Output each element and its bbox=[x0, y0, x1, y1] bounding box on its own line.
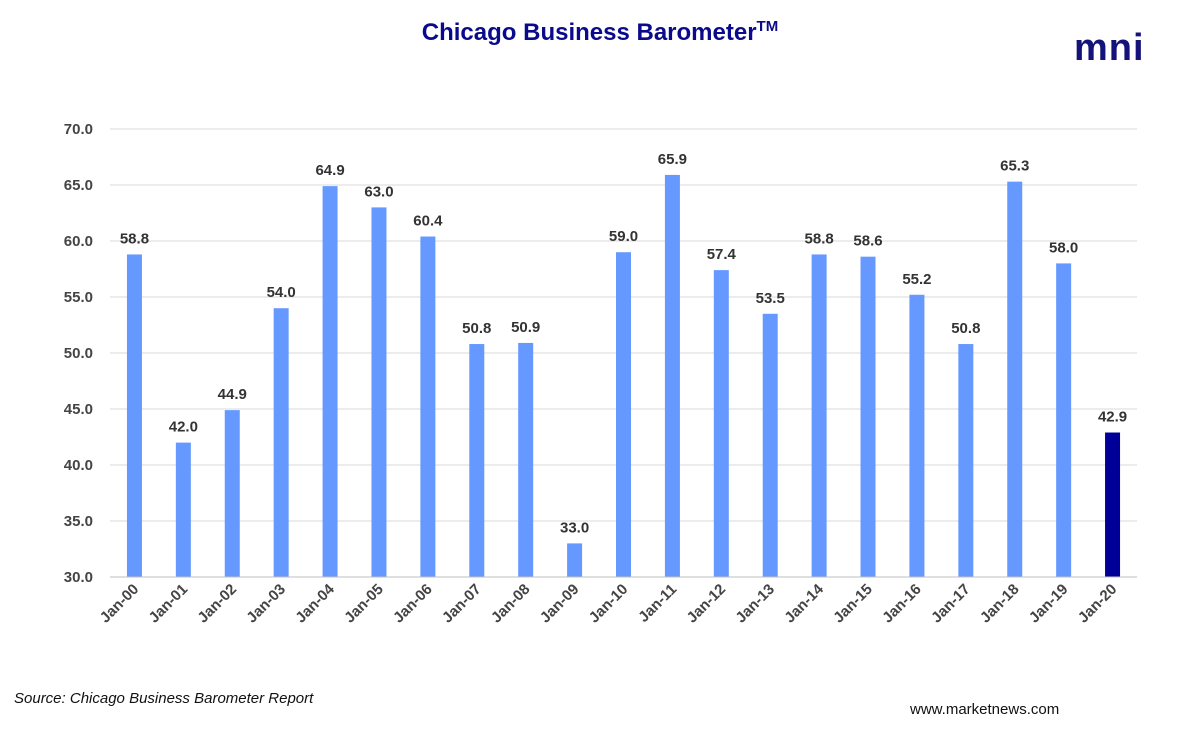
data-label: 57.4 bbox=[707, 246, 737, 263]
data-label: 44.9 bbox=[218, 386, 247, 403]
bar bbox=[420, 236, 436, 577]
bar bbox=[371, 207, 387, 577]
y-tick-label: 45.0 bbox=[64, 401, 93, 418]
bars bbox=[126, 174, 1121, 578]
bar bbox=[126, 254, 142, 577]
x-tick-label: Jan-02 bbox=[194, 581, 240, 627]
y-tick-label: 70.0 bbox=[64, 121, 93, 138]
x-tick-label: Jan-01 bbox=[146, 581, 192, 627]
bar bbox=[469, 344, 485, 577]
website-link[interactable]: www.marketnews.com bbox=[910, 701, 1060, 718]
bar bbox=[1056, 263, 1072, 577]
x-tick-label: Jan-08 bbox=[488, 581, 534, 627]
bar bbox=[713, 270, 729, 577]
x-tick-label: Jan-00 bbox=[97, 581, 143, 627]
data-label: 53.5 bbox=[756, 290, 785, 307]
bar bbox=[322, 186, 338, 577]
data-labels: 58.8 42.0 44.9 54.0 64.9 63.0 60.4 50.8 50.9 33.0… bbox=[120, 151, 1127, 536]
data-label: 60.4 bbox=[413, 213, 443, 230]
y-tick-label: 35.0 bbox=[64, 513, 93, 530]
x-tick-label: Jan-12 bbox=[684, 581, 730, 627]
bar bbox=[958, 344, 974, 577]
x-tick-label: Jan-06 bbox=[390, 581, 436, 627]
y-tick-label: 40.0 bbox=[64, 457, 93, 474]
bar bbox=[811, 254, 827, 577]
mni-logo: mni bbox=[1074, 27, 1145, 69]
data-label: 55.2 bbox=[902, 271, 931, 288]
source-note: Source: Chicago Business Barometer Repor… bbox=[14, 690, 314, 707]
data-label: 65.3 bbox=[1000, 158, 1029, 175]
x-tick-label: Jan-17 bbox=[928, 581, 974, 627]
trademark-mark: TM bbox=[756, 18, 779, 35]
chart-title-text: Chicago Business Barometer bbox=[421, 19, 757, 46]
chart-title: Chicago Business BarometerTM bbox=[0, 18, 1200, 47]
x-tick-label: Jan-10 bbox=[586, 581, 632, 627]
bar bbox=[567, 543, 583, 577]
x-tick-label: Jan-09 bbox=[537, 581, 583, 627]
y-tick-label: 60.0 bbox=[64, 233, 93, 250]
data-label: 58.8 bbox=[120, 230, 149, 247]
y-tick-label: 30.0 bbox=[64, 569, 93, 586]
x-tick-label: Jan-20 bbox=[1075, 581, 1121, 627]
data-label: 58.6 bbox=[853, 233, 882, 250]
x-tick-label: Jan-05 bbox=[341, 581, 387, 627]
x-tick-label: Jan-15 bbox=[830, 581, 876, 627]
x-tick-label: Jan-18 bbox=[977, 581, 1023, 627]
data-label: 33.0 bbox=[560, 519, 589, 536]
bar bbox=[518, 342, 534, 577]
y-tick-label: 55.0 bbox=[64, 289, 93, 306]
x-tick-label: Jan-07 bbox=[439, 581, 485, 627]
x-tick-label: Jan-19 bbox=[1026, 581, 1072, 627]
bar bbox=[273, 308, 289, 577]
x-tick-label: Jan-04 bbox=[292, 580, 338, 626]
data-label: 58.8 bbox=[805, 230, 834, 247]
data-label: 65.9 bbox=[658, 151, 687, 168]
bar bbox=[909, 294, 925, 577]
data-label: 42.0 bbox=[169, 419, 198, 436]
y-axis: 30.0 35.0 40.0 45.0 50.0 55.0 60.0 65.0 70.0 bbox=[64, 121, 93, 586]
data-label: 50.8 bbox=[462, 320, 491, 337]
bar bbox=[224, 410, 240, 577]
data-label: 64.9 bbox=[315, 162, 344, 179]
bar bbox=[664, 174, 680, 578]
data-label: 59.0 bbox=[609, 228, 638, 245]
y-tick-label: 65.0 bbox=[64, 177, 93, 194]
data-label: 50.9 bbox=[511, 319, 540, 336]
bar bbox=[762, 313, 778, 577]
x-tick-label: Jan-16 bbox=[879, 581, 925, 627]
y-tick-label: 50.0 bbox=[64, 345, 93, 362]
data-label: 42.9 bbox=[1098, 409, 1127, 426]
x-tick-label: Jan-13 bbox=[732, 581, 778, 627]
x-axis: Jan-00 Jan-01 Jan-02 Jan-03 Jan-04 Jan-05 Jan-… bbox=[97, 576, 1137, 627]
x-tick-label: Jan-11 bbox=[635, 581, 680, 626]
bar bbox=[860, 256, 876, 577]
data-label: 54.0 bbox=[267, 284, 296, 301]
bar bbox=[616, 252, 631, 577]
bar bbox=[175, 442, 191, 577]
data-label: 50.8 bbox=[951, 320, 980, 337]
x-tick-label: Jan-03 bbox=[243, 581, 289, 627]
data-label: 58.0 bbox=[1049, 239, 1078, 256]
data-label: 63.0 bbox=[364, 183, 393, 200]
x-tick-label: Jan-14 bbox=[781, 580, 827, 626]
bar bbox=[1007, 181, 1023, 577]
bar bbox=[1105, 432, 1121, 577]
